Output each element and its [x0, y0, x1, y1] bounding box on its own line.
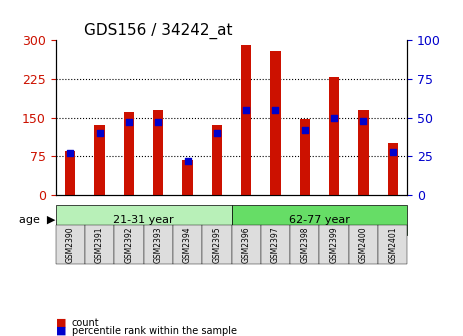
Bar [153, 110, 163, 195]
Point [360, 118, 367, 123]
Bar [124, 113, 134, 195]
Bar [300, 119, 310, 195]
Bar [388, 143, 398, 195]
Text: GDS156 / 34242_at: GDS156 / 34242_at [84, 23, 232, 39]
Text: 21-31 year: 21-31 year [113, 215, 174, 225]
Bar [212, 125, 222, 195]
Text: GSM2392: GSM2392 [125, 226, 133, 263]
Bar [241, 45, 251, 195]
Text: GSM2400: GSM2400 [359, 226, 368, 263]
Point [213, 130, 220, 136]
Text: GSM2393: GSM2393 [154, 226, 163, 263]
Point [125, 120, 132, 125]
Text: GSM2391: GSM2391 [95, 226, 104, 263]
Text: ■: ■ [56, 318, 66, 328]
Text: count: count [72, 318, 100, 328]
Bar [329, 77, 339, 195]
Bar [65, 151, 75, 195]
Text: GSM2394: GSM2394 [183, 226, 192, 263]
Point [184, 158, 191, 164]
Text: GSM2397: GSM2397 [271, 226, 280, 263]
Point [155, 120, 162, 125]
Text: GSM2396: GSM2396 [242, 226, 250, 263]
Bar [358, 110, 369, 195]
Text: ■: ■ [56, 326, 66, 336]
Bar [182, 160, 193, 195]
Text: GSM2398: GSM2398 [300, 226, 309, 263]
Text: GSM2395: GSM2395 [213, 226, 221, 263]
Point [301, 127, 308, 133]
Text: GSM2399: GSM2399 [330, 226, 338, 263]
Text: GSM2390: GSM2390 [66, 226, 75, 263]
Text: GSM2401: GSM2401 [388, 226, 397, 263]
Bar [270, 51, 281, 195]
Bar [94, 125, 105, 195]
Point [331, 115, 338, 120]
Point [272, 107, 279, 113]
Point [96, 130, 103, 136]
Text: percentile rank within the sample: percentile rank within the sample [72, 326, 237, 336]
Point [243, 107, 250, 113]
Point [389, 149, 396, 154]
Text: 62-77 year: 62-77 year [289, 215, 350, 225]
Text: age  ▶: age ▶ [19, 215, 55, 225]
Point [67, 151, 74, 156]
